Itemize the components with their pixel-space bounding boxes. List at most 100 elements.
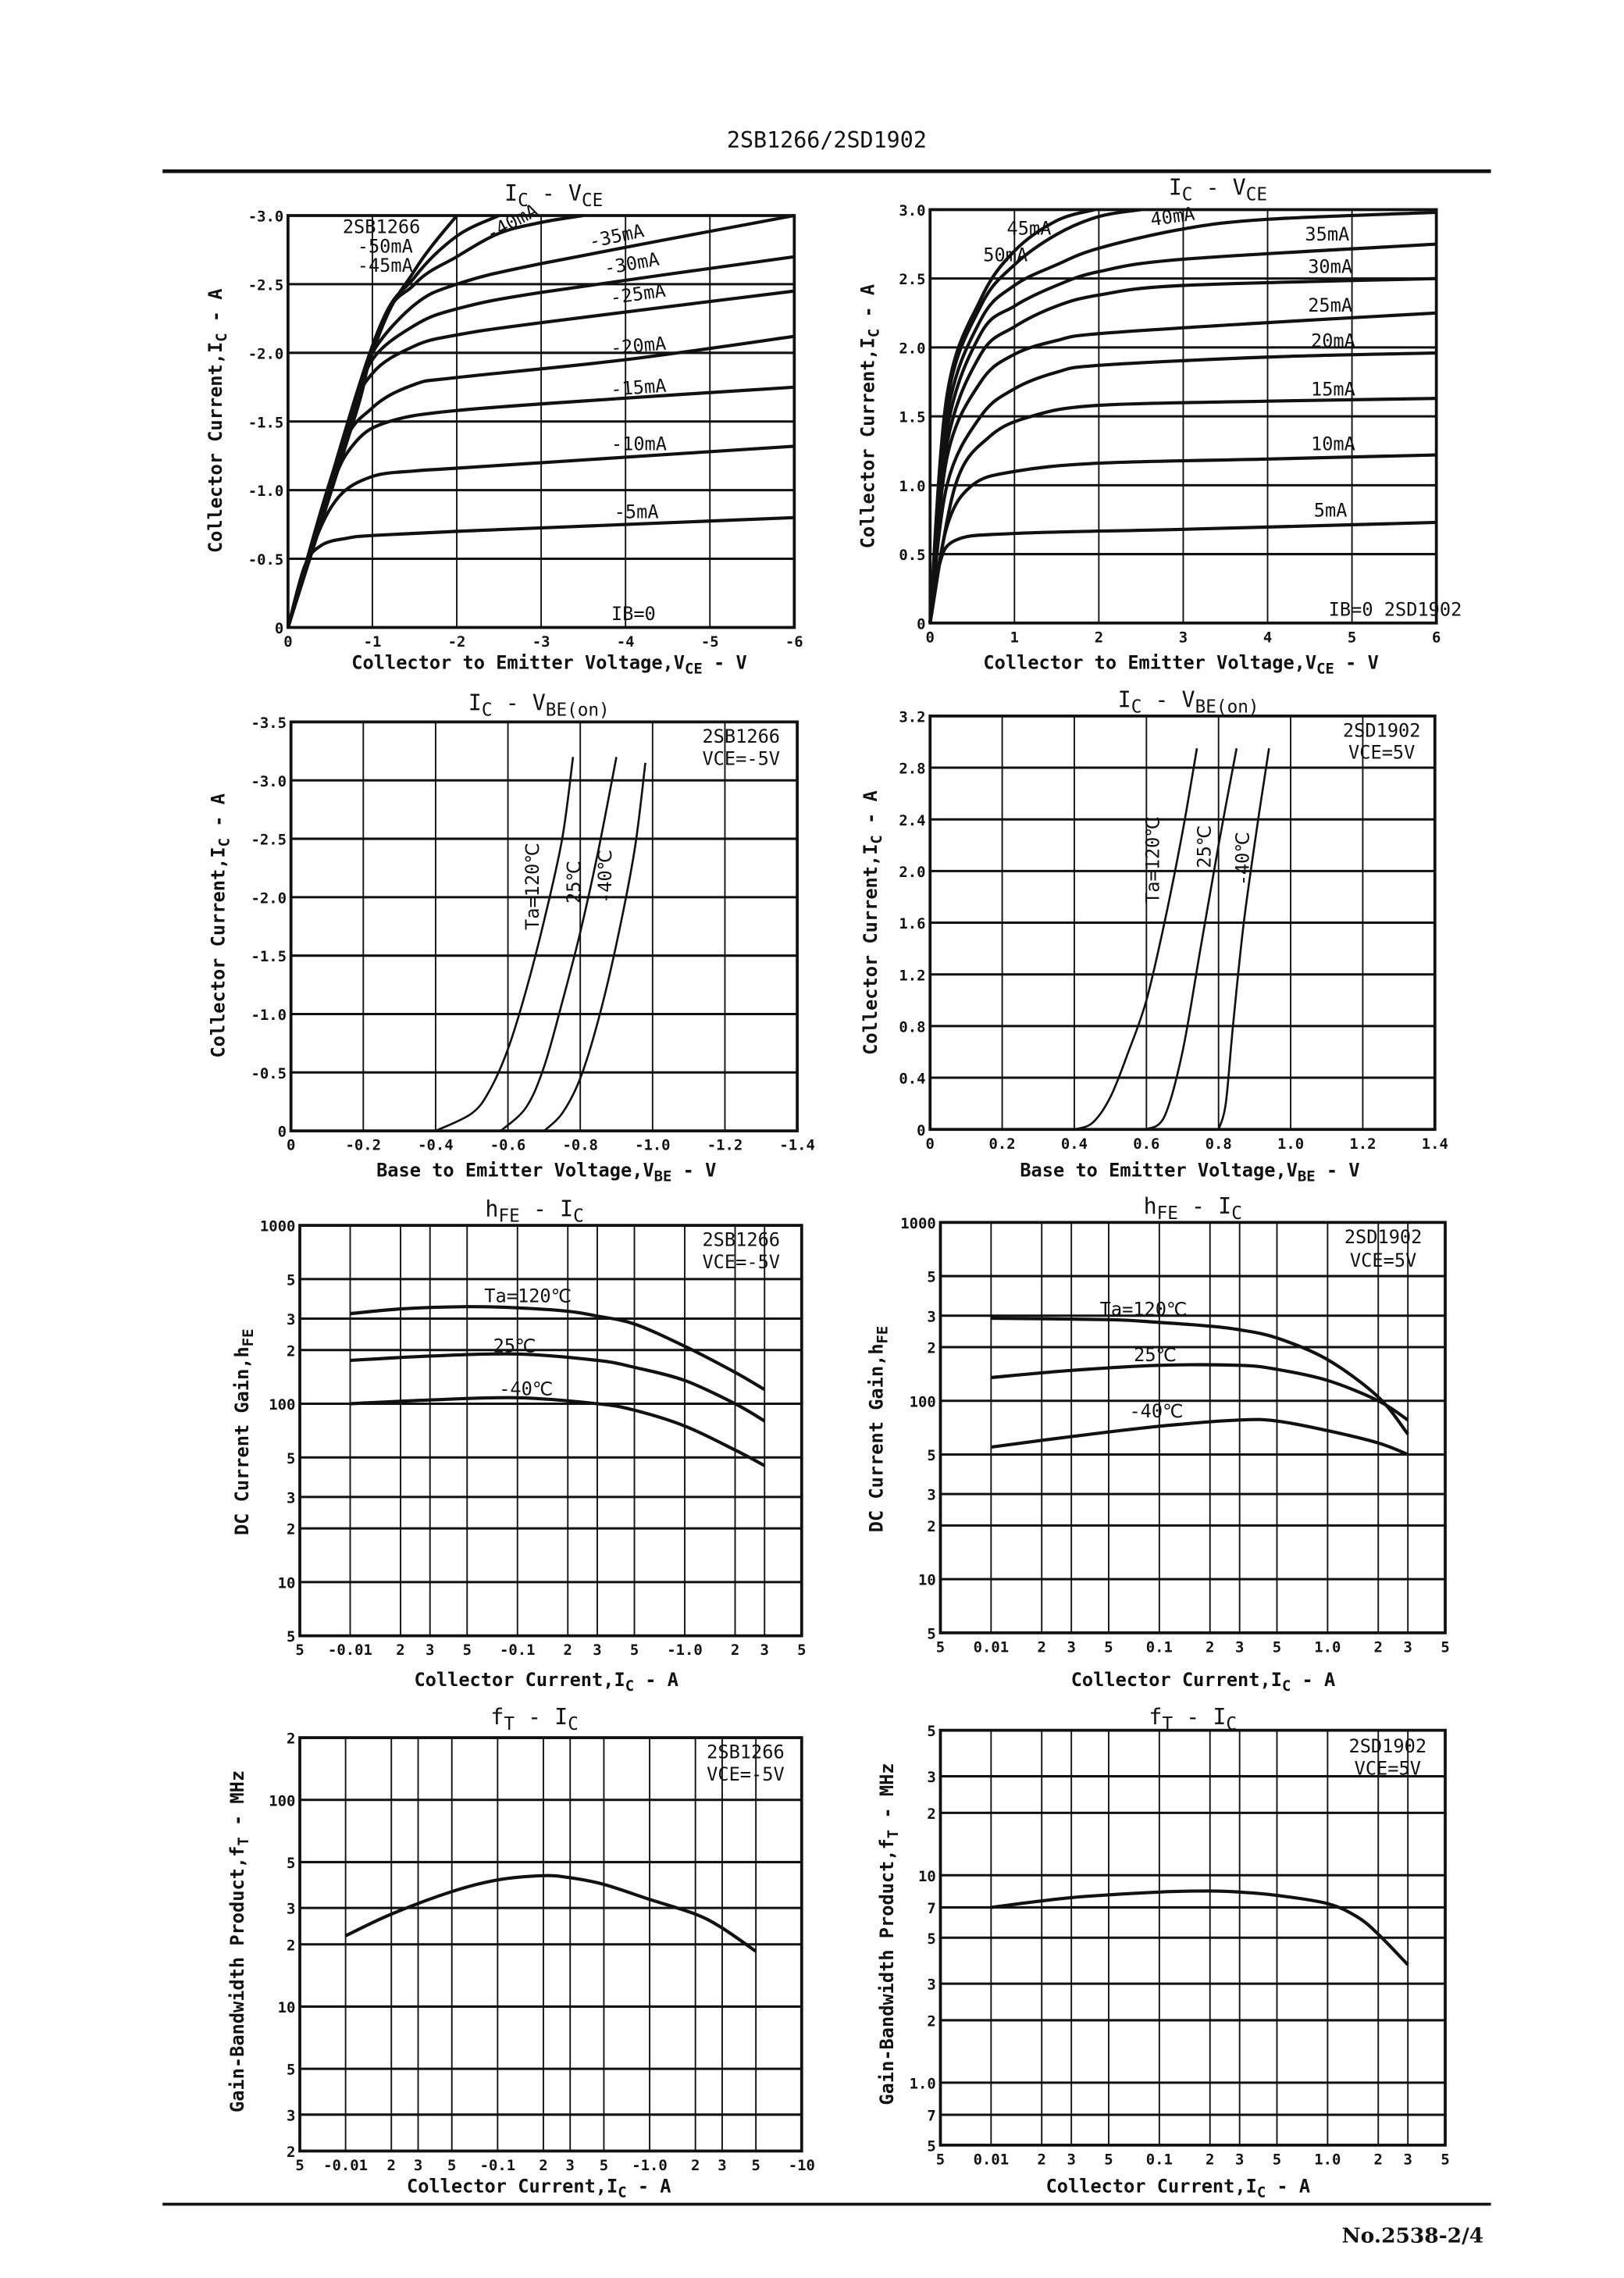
series-line — [286, 255, 795, 629]
chart-annotation: VCE=5V — [1355, 1757, 1421, 1779]
chart-annotation: 2SD1902 — [1343, 719, 1421, 741]
text-part: - I — [1173, 1704, 1226, 1730]
y-tick-label: 5 — [927, 2137, 935, 2155]
chart-annotation: 2SB1266 — [707, 1741, 785, 1763]
series-line — [350, 1396, 766, 1467]
text-part: - I — [515, 1704, 568, 1730]
chart-annotation: -50mA — [358, 235, 413, 257]
y-tick-label: 3 — [287, 1311, 295, 1328]
y-tick-label: 5 — [927, 1269, 935, 1286]
text-part: Collector Current,I — [407, 2175, 618, 2197]
x-tick-label: 6 — [1432, 629, 1441, 646]
y-tick-label: 0 — [278, 1124, 287, 1141]
text-part: I — [468, 690, 482, 715]
y-tick-label: 100 — [910, 1393, 936, 1410]
text-part: - A — [860, 790, 881, 835]
subscript: C — [618, 2184, 626, 2201]
chart-annotation: -15mA — [610, 375, 667, 401]
x-tick-label: 2 — [731, 1642, 739, 1659]
y-tick-label: 7 — [927, 1900, 935, 1917]
text-part: f — [490, 1704, 504, 1730]
x-tick-label: 0.1 — [1146, 1638, 1173, 1656]
y-tick-label: 2.8 — [899, 761, 925, 778]
y-tick-label: 5 — [287, 1628, 295, 1645]
y-axis-label: Collector Current,IC - A — [857, 284, 882, 549]
y-tick-label: 1.6 — [899, 915, 925, 932]
y-tick-label: 1.5 — [899, 409, 925, 426]
x-tick-label: 5 — [447, 2157, 456, 2174]
x-tick-label: -5 — [701, 633, 719, 651]
x-tick-label: 5 — [1441, 1638, 1449, 1656]
chart-annotation: -10mA — [611, 433, 667, 455]
y-tick-label: -2.0 — [248, 345, 284, 362]
text-part: I — [1118, 687, 1131, 713]
y-tick-label: 5 — [927, 1930, 935, 1948]
y-tick-label: 0.4 — [899, 1071, 925, 1088]
x-tick-label: 1.0 — [1277, 1135, 1304, 1153]
series-line — [1217, 748, 1270, 1130]
x-tick-label: -10 — [789, 2157, 815, 2174]
x-tick-label: 3 — [1404, 1638, 1412, 1656]
x-tick-label: -0.01 — [328, 1642, 372, 1659]
subscript: CE — [582, 191, 603, 211]
plot-frame — [928, 714, 1437, 1132]
chart-annotation: -30mA — [603, 248, 661, 280]
y-tick-label: -3.0 — [248, 209, 284, 226]
y-tick-label: 1.0 — [899, 478, 925, 495]
text-part: Gain-Bandwidth Product,f — [226, 1846, 248, 2112]
x-tick-label: 3 — [426, 1642, 434, 1659]
chart-annotation: 25℃ — [493, 1335, 536, 1357]
x-tick-label: 1.0 — [1314, 2151, 1341, 2168]
y-tick-label: 0 — [917, 615, 925, 633]
text-part: Base to Emitter Voltage,V — [1020, 1160, 1298, 1182]
chart-annotation: 2SD1902 — [1348, 1735, 1426, 1757]
x-tick-label: 5 — [936, 1638, 945, 1656]
y-tick-label: 3 — [287, 2107, 295, 2124]
text-part: h — [1144, 1193, 1157, 1219]
y-tick-label: -1.0 — [248, 483, 284, 500]
subscript: C — [573, 1207, 584, 1227]
chart-3-2sb1266: 0 -0.2 -0.4 -0.6 -0.8 -1.0 -1.2 -1.4 0 -0.5 -1.0 -1… — [208, 690, 815, 1185]
y-tick-label: 2 — [927, 2013, 935, 2030]
chart-annotation: 10mA — [1311, 433, 1355, 455]
series-line — [991, 1417, 1409, 1456]
text-part: - V — [1192, 175, 1245, 201]
y-tick-label: 3.2 — [899, 708, 925, 725]
x-axis-label: Base to Emitter Voltage,VBE - V — [376, 1160, 716, 1185]
subscript: C — [1131, 697, 1142, 717]
x-tick-label: 3 — [1235, 2151, 1244, 2168]
y-tick-label: 2 — [287, 1731, 295, 1748]
x-tick-label: 3 — [1235, 1638, 1244, 1656]
chart-annotation: 5mA — [1314, 500, 1348, 522]
chart-annotation: -40℃ — [594, 850, 616, 904]
text-part: - I — [1178, 1193, 1231, 1219]
x-tick-label: -0.4 — [418, 1137, 454, 1154]
text-part: Base to Emitter Voltage,V — [376, 1160, 654, 1182]
x-tick-label: 3 — [1067, 1638, 1075, 1656]
subscript: BE(on) — [1195, 697, 1259, 717]
x-axis-label: Collector Current,IC - A — [407, 2175, 671, 2201]
series-line — [928, 210, 1437, 623]
y-tick-label: 1.2 — [899, 967, 925, 984]
y-tick-label: 1000 — [260, 1218, 296, 1235]
x-tick-label: -1.0 — [635, 1137, 671, 1154]
x-tick-label: 5 — [295, 2157, 304, 2174]
page-number: No.2538-2/4 — [1342, 2224, 1484, 2248]
subscript: T — [885, 1830, 902, 1838]
subscript: C — [1257, 2184, 1266, 2201]
subscript: T — [235, 1837, 252, 1845]
subscript: C — [868, 835, 885, 843]
chart-annotation: 50mA — [983, 244, 1027, 266]
chart-annotation: VCE=-5V — [702, 747, 780, 769]
series-line — [991, 1889, 1409, 1966]
series-line — [350, 1352, 766, 1423]
chart-6-2sd1902: 5 0.01 2 3 5 0.1 2 3 5 1.0 2 3 55102351002351000hFE … — [866, 1193, 1450, 1695]
chart-annotation: 25mA — [1308, 294, 1352, 316]
chart-title: IC - VCE — [1169, 175, 1267, 205]
text-part: I — [1169, 175, 1182, 201]
text-part: h — [485, 1196, 498, 1222]
x-tick-label: -1.0 — [632, 2157, 668, 2174]
y-axis-label: Gain-Bandwidth Product,fT - MHz — [876, 1763, 902, 2105]
text-part: - V — [529, 180, 582, 206]
